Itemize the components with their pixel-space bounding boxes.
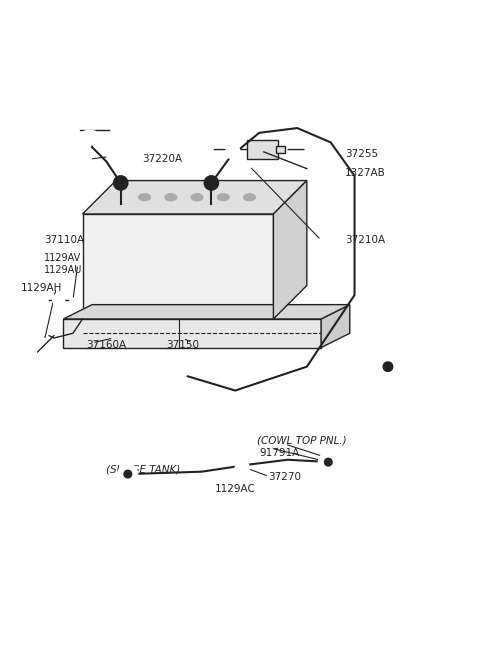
Polygon shape	[83, 181, 307, 214]
FancyBboxPatch shape	[63, 319, 321, 348]
Polygon shape	[63, 305, 350, 319]
Text: 37220A: 37220A	[143, 154, 183, 164]
Circle shape	[235, 461, 250, 476]
Circle shape	[377, 356, 398, 377]
Circle shape	[118, 464, 137, 484]
Ellipse shape	[26, 351, 38, 363]
Circle shape	[124, 470, 132, 478]
Polygon shape	[321, 305, 350, 348]
Text: 37210A: 37210A	[345, 235, 385, 245]
Text: 1129AV
1129AU: 1129AV 1129AU	[44, 254, 83, 275]
Text: 37150: 37150	[166, 340, 199, 350]
Circle shape	[319, 453, 338, 472]
Text: 37110A: 37110A	[44, 235, 84, 245]
Text: 91791A: 91791A	[259, 447, 300, 457]
Text: 37160A: 37160A	[86, 340, 126, 350]
Ellipse shape	[53, 294, 65, 306]
Ellipse shape	[191, 194, 203, 201]
Text: 1129AH: 1129AH	[21, 283, 62, 293]
Text: 37255: 37255	[345, 149, 378, 159]
Text: 1327AB: 1327AB	[345, 168, 386, 179]
Ellipse shape	[80, 131, 99, 145]
FancyBboxPatch shape	[83, 214, 274, 319]
Ellipse shape	[226, 145, 240, 159]
Ellipse shape	[243, 194, 255, 201]
FancyBboxPatch shape	[276, 146, 285, 153]
Circle shape	[324, 459, 332, 466]
Ellipse shape	[217, 194, 229, 201]
Circle shape	[204, 176, 218, 190]
FancyBboxPatch shape	[247, 140, 278, 159]
Ellipse shape	[139, 194, 151, 201]
Ellipse shape	[165, 194, 177, 201]
Circle shape	[114, 176, 128, 190]
Text: (SURGE TANK): (SURGE TANK)	[107, 464, 180, 474]
Text: 37270: 37270	[269, 472, 301, 482]
Polygon shape	[274, 181, 307, 319]
Circle shape	[383, 362, 393, 371]
Text: (COWL TOP PNL.): (COWL TOP PNL.)	[257, 436, 347, 445]
Text: 1129AC: 1129AC	[215, 484, 256, 494]
